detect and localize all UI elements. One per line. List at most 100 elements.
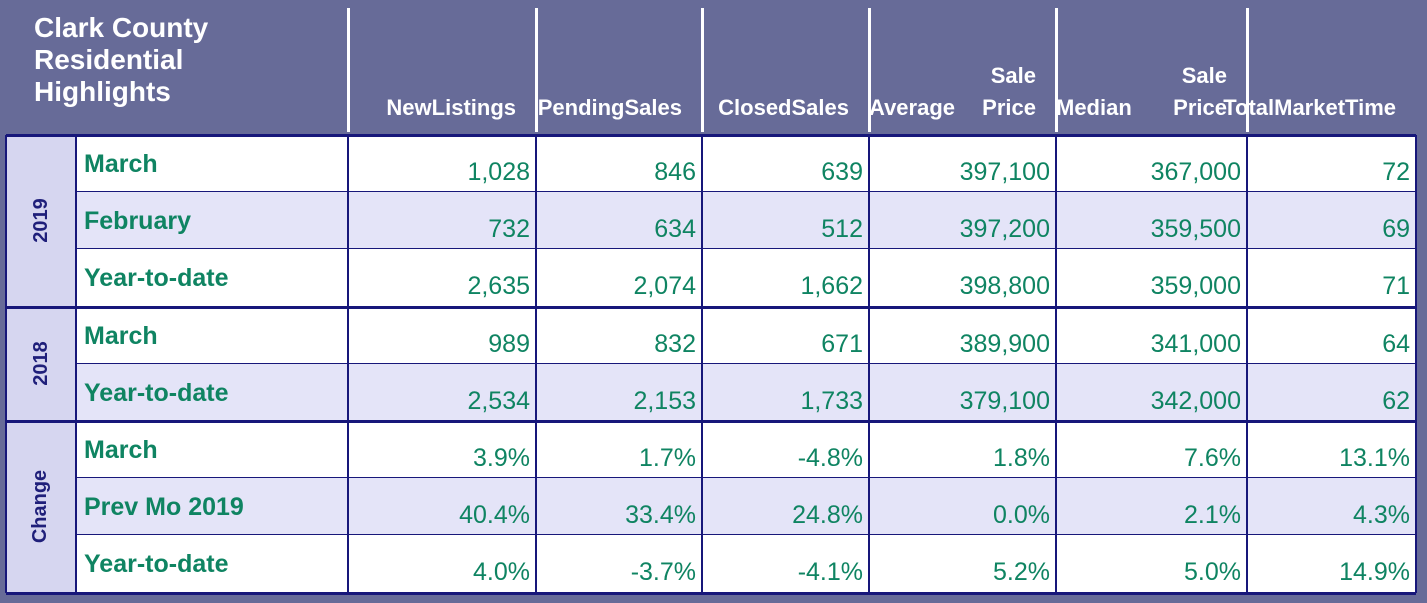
- row-label: Prev Mo 2019: [84, 493, 244, 522]
- cell-median-sale-price: 2.1%: [1184, 501, 1241, 530]
- cell-average-sale-price: 398,800: [959, 272, 1050, 301]
- cell-total-market-time: 69: [1382, 215, 1410, 244]
- cell-pending-sales: 832: [654, 329, 696, 358]
- cell-total-market-time: 14.9%: [1339, 558, 1410, 587]
- column-divider: [535, 135, 537, 593]
- title-line: Residential: [34, 44, 184, 75]
- row-label: March: [84, 436, 158, 464]
- cell-new-listings: 732: [488, 215, 530, 244]
- group-label: 2018: [29, 341, 52, 387]
- cell-total-market-time: 71: [1382, 272, 1410, 301]
- group-label-cell: 2019: [6, 135, 76, 307]
- row-label: February: [84, 207, 191, 236]
- header-line: Median: [1056, 95, 1132, 120]
- row-label: Year-to-date: [84, 264, 229, 293]
- column-divider: [75, 135, 77, 593]
- row-label: March: [84, 150, 158, 178]
- column-divider: [1246, 135, 1248, 593]
- table-row: [76, 249, 1416, 307]
- header-divider: [1055, 8, 1058, 132]
- header-divider: [347, 8, 350, 132]
- cell-median-sale-price: 341,000: [1150, 329, 1241, 358]
- table-title: Clark County Residential Highlights: [34, 12, 208, 108]
- cell-closed-sales: 1,662: [800, 272, 863, 301]
- cell-average-sale-price: 397,100: [959, 158, 1050, 186]
- table-row: [76, 478, 1416, 536]
- cell-new-listings: 2,635: [467, 272, 530, 301]
- group-divider: [6, 420, 1416, 423]
- cell-average-sale-price: 397,200: [959, 215, 1050, 244]
- cell-average-sale-price: 379,100: [959, 386, 1050, 415]
- header-line: Listings: [431, 95, 516, 120]
- group-label-cell: Change: [6, 421, 76, 593]
- group-label-cell: 2018: [6, 306, 76, 421]
- cell-average-sale-price: 5.2%: [993, 558, 1050, 587]
- header-divider: [1246, 8, 1249, 132]
- column-divider: [5, 135, 7, 593]
- cell-median-sale-price: 7.6%: [1184, 444, 1241, 472]
- column-divider: [868, 135, 870, 593]
- header-line: Average: [869, 95, 956, 120]
- column-header-total-market-time: TotalMarketTime: [1223, 8, 1416, 132]
- header-line: New: [386, 95, 432, 120]
- cell-total-market-time: 62: [1382, 386, 1410, 415]
- cell-median-sale-price: 342,000: [1150, 386, 1241, 415]
- column-divider: [701, 135, 703, 593]
- header-divider: [535, 8, 538, 132]
- cell-total-market-time: 64: [1382, 329, 1410, 358]
- column-header-average-sale-price: Average Sale Price: [869, 8, 1056, 132]
- cell-median-sale-price: 5.0%: [1184, 558, 1241, 587]
- group-divider: [6, 591, 1416, 595]
- cell-new-listings: 3.9%: [473, 444, 530, 472]
- cell-new-listings: 1,028: [467, 158, 530, 186]
- cell-median-sale-price: 367,000: [1150, 158, 1241, 186]
- table-row: [76, 535, 1416, 593]
- group-divider: [6, 134, 1416, 137]
- header-line: Time: [1345, 95, 1396, 120]
- cell-pending-sales: 1.7%: [639, 444, 696, 472]
- column-header-new-listings: New Listings: [348, 8, 536, 132]
- cell-new-listings: 4.0%: [473, 558, 530, 587]
- cell-pending-sales: -3.7%: [630, 558, 696, 587]
- row-label: Year-to-date: [84, 378, 229, 407]
- cell-new-listings: 40.4%: [459, 501, 530, 530]
- column-header-median-sale-price: Median Sale Price: [1056, 8, 1247, 132]
- column-divider: [1415, 135, 1417, 593]
- cell-median-sale-price: 359,500: [1150, 215, 1241, 244]
- table-row: [76, 192, 1416, 250]
- cell-new-listings: 2,534: [467, 386, 530, 415]
- table-row: [76, 306, 1416, 364]
- column-header-closed-sales: Closed Sales: [702, 8, 869, 132]
- cell-closed-sales: 639: [821, 158, 863, 186]
- cell-pending-sales: 634: [654, 215, 696, 244]
- cell-pending-sales: 2,153: [633, 386, 696, 415]
- table-row: [76, 363, 1416, 421]
- cell-closed-sales: 671: [821, 329, 863, 358]
- cell-closed-sales: 1,733: [800, 386, 863, 415]
- header-line: Pending: [537, 95, 625, 120]
- cell-new-listings: 989: [488, 329, 530, 358]
- group-label: 2019: [29, 198, 52, 244]
- header-line: Closed: [718, 95, 792, 120]
- cell-median-sale-price: 359,000: [1150, 272, 1241, 301]
- table-row: [76, 135, 1416, 193]
- cell-total-market-time: 4.3%: [1353, 501, 1410, 530]
- cell-pending-sales: 33.4%: [625, 501, 696, 530]
- cell-pending-sales: 2,074: [633, 272, 696, 301]
- header-divider: [701, 8, 704, 132]
- cell-total-market-time: 13.1%: [1339, 444, 1410, 472]
- header-line: Sale Price: [1173, 63, 1227, 120]
- cell-closed-sales: -4.8%: [797, 444, 863, 472]
- title-line: Highlights: [34, 76, 171, 107]
- header-line: Sale Price: [982, 63, 1036, 120]
- header-line: Market: [1274, 95, 1346, 120]
- cell-closed-sales: 512: [821, 215, 863, 244]
- row-label: Year-to-date: [84, 550, 229, 579]
- cell-average-sale-price: 1.8%: [993, 444, 1050, 472]
- table-row: [76, 421, 1416, 479]
- header-line: Sales: [624, 95, 683, 120]
- cell-pending-sales: 846: [654, 158, 696, 186]
- header-divider: [868, 8, 871, 132]
- column-divider: [1055, 135, 1057, 593]
